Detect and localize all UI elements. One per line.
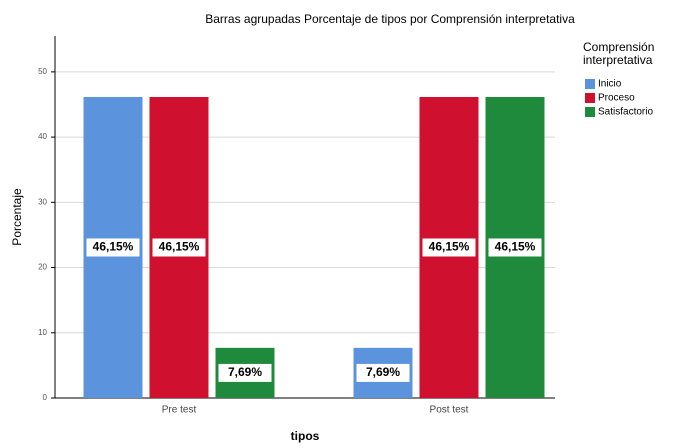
value-label-box: [356, 363, 410, 382]
legend-label: Inicio: [598, 79, 622, 90]
y-tick-label: 0: [43, 393, 48, 402]
y-axis-label: Porcentaje: [10, 188, 24, 246]
value-label: 7,69%: [228, 365, 262, 379]
x-tick-label: Post test: [430, 405, 469, 416]
value-label-box: [422, 238, 476, 257]
legend-swatch: [585, 93, 595, 103]
legend-label: Proceso: [598, 93, 635, 104]
value-label: 46,15%: [495, 240, 536, 254]
value-label-box: [86, 238, 140, 257]
value-label-box: [218, 363, 272, 382]
y-tick-label: 20: [38, 263, 47, 272]
legend-swatch: [585, 107, 595, 117]
y-tick-label: 30: [38, 197, 47, 206]
x-tick-label: Pre test: [162, 405, 197, 416]
value-label: 46,15%: [93, 240, 134, 254]
value-label: 7,69%: [366, 365, 400, 379]
chart-title: Barras agrupadas Porcentaje de tipos por…: [205, 12, 575, 26]
y-tick-label: 50: [38, 67, 47, 76]
y-tick-label: 40: [38, 132, 47, 141]
value-label-box: [152, 238, 206, 257]
y-tick-label: 10: [38, 328, 47, 337]
value-label: 46,15%: [429, 240, 470, 254]
legend-swatch: [585, 79, 595, 89]
value-label-box: [488, 238, 542, 257]
x-axis-label: tipos: [291, 429, 320, 443]
value-label: 46,15%: [159, 240, 200, 254]
legend-title: Comprensión interpretativa: [583, 40, 654, 67]
legend-label: Satisfactorio: [598, 107, 653, 118]
